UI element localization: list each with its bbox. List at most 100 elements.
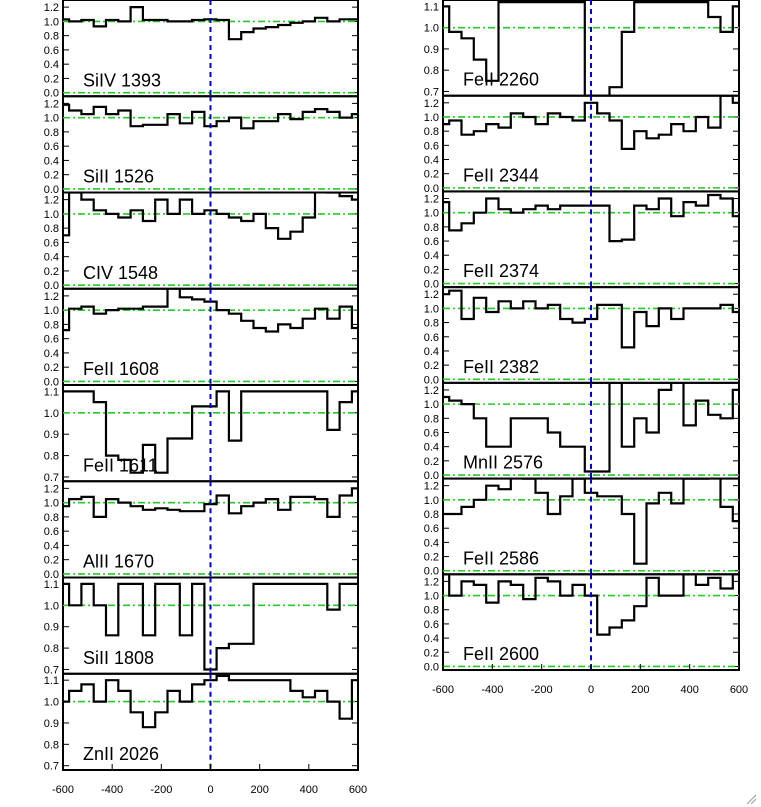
spectrum-line (443, 289, 739, 349)
y-tick-label: 1.1 (424, 1, 439, 13)
x-tick-label: -600 (52, 784, 74, 796)
panel-label: FeII 1611 (83, 455, 158, 475)
y-tick-label: 1.0 (424, 399, 439, 411)
panel-label: SiII 1526 (83, 167, 154, 187)
y-tick-label: 1.0 (424, 591, 439, 603)
y-tick-label: 1.0 (424, 208, 439, 220)
y-tick-label: 1.2 (424, 385, 439, 397)
y-tick-label: 1.0 (44, 209, 59, 221)
y-tick-label: 1.2 (44, 483, 59, 495)
y-tick-label: 0.0 (44, 569, 59, 581)
y-tick-label: 0.8 (44, 451, 59, 463)
y-tick-label: 0.8 (424, 413, 439, 425)
spectrum-line (443, 478, 739, 565)
y-tick-label: 0.2 (424, 647, 439, 659)
spectrum-line (443, 95, 739, 150)
spectrum-line (63, 390, 358, 474)
y-tick-label: 0.4 (424, 250, 439, 262)
y-tick-label: 1.0 (424, 23, 439, 35)
spectrum-panel: 0.0 0.2 0.4 0.6 0.8 1.0 1.2 FeII 2344 (424, 94, 740, 195)
y-tick-label: 0.8 (424, 509, 439, 521)
y-tick-label: 1.2 (424, 289, 439, 301)
y-tick-label: 0.8 (424, 605, 439, 617)
y-tick-label: 1.0 (424, 303, 439, 315)
y-tick-label: 0.4 (424, 155, 439, 167)
y-tick-label: 1.2 (44, 195, 59, 207)
spectrum-panel: 0.0 0.2 0.4 0.6 0.8 1.0 1.2 AlII 1670 (44, 480, 359, 581)
x-tick-label: 200 (631, 684, 649, 696)
x-tick-label: -200 (150, 784, 172, 796)
y-tick-label: 0.0 (424, 566, 439, 578)
y-tick-label: 0.6 (424, 236, 439, 248)
y-tick-label: 0.4 (424, 442, 439, 454)
spectrum-panel: 0.0 0.2 0.4 0.6 0.8 1.0 1.2 SiIV 1393 (44, 0, 359, 100)
y-tick-label: 0.2 (424, 169, 439, 181)
spectrum-line (443, 574, 739, 636)
spectrum-line (63, 674, 358, 729)
y-tick-label: 0.2 (424, 360, 439, 372)
spectrum-panel: 0.7 0.8 0.9 1.0 1.1 ZnII 2026 (44, 672, 359, 773)
spectrum-line (63, 6, 358, 41)
y-tick-label: 0.0 (424, 279, 439, 291)
y-tick-label: 1.0 (44, 305, 59, 317)
y-tick-label: 1.0 (44, 600, 59, 612)
y-tick-label: 0.0 (44, 88, 59, 100)
y-tick-label: 0.0 (44, 376, 59, 388)
y-tick-label: 1.0 (424, 495, 439, 507)
y-tick-label: 0.2 (424, 456, 439, 468)
y-tick-label: 0.8 (44, 643, 59, 655)
y-tick-label: 0.8 (424, 65, 439, 77)
y-tick-label: 1.0 (424, 112, 439, 124)
spectrum-panel: 0.0 0.2 0.4 0.6 0.8 1.0 1.2 FeII 2382 (424, 286, 740, 386)
panel-label: FeII 2260 (463, 70, 539, 90)
y-tick-label: 0.4 (44, 348, 59, 360)
panel-label: FeII 2374 (463, 261, 539, 281)
y-tick-label: 0.6 (44, 45, 59, 57)
y-tick-label: 0.2 (424, 552, 439, 564)
y-tick-label: 1.2 (424, 576, 439, 588)
y-tick-label: 0.7 (44, 472, 59, 484)
spectrum-panel: 0.7 0.8 0.9 1.0 1.1 FeII 2260 (424, 0, 740, 98)
y-tick-label: 0.0 (424, 661, 439, 673)
y-tick-label: 0.6 (44, 237, 59, 249)
spectrum-line (443, 193, 739, 243)
y-tick-label: 0.0 (44, 280, 59, 292)
y-tick-label: 0.8 (44, 739, 59, 751)
panel-label: MnII 2576 (463, 453, 543, 473)
y-tick-label: 1.0 (44, 498, 59, 510)
x-tick-label: 0 (207, 784, 213, 796)
y-tick-label: 0.2 (44, 266, 59, 278)
resize-grip-icon[interactable] (745, 793, 757, 805)
spectrum-line (63, 288, 358, 333)
panel-label: FeII 2344 (463, 165, 539, 185)
y-tick-label: 0.2 (44, 170, 59, 182)
y-tick-label: 1.0 (44, 697, 59, 709)
x-tick-label: -400 (481, 684, 503, 696)
x-tick-label: -200 (531, 684, 553, 696)
x-tick-label: 400 (300, 784, 318, 796)
y-tick-label: 0.6 (424, 140, 439, 152)
spectrum-line (63, 192, 358, 240)
y-tick-label: 0.8 (44, 223, 59, 235)
y-tick-label: 0.0 (44, 184, 59, 196)
y-tick-label: 0.8 (424, 318, 439, 330)
y-tick-label: 0.4 (44, 540, 59, 552)
y-tick-label: 0.2 (44, 362, 59, 374)
x-tick-label: 200 (250, 784, 268, 796)
y-tick-label: 0.6 (424, 619, 439, 631)
y-tick-label: 0.4 (44, 59, 59, 71)
panel-label: FeII 2382 (463, 357, 539, 377)
y-tick-label: 1.2 (424, 194, 439, 206)
y-tick-label: 0.4 (424, 346, 439, 358)
y-tick-label: 0.9 (44, 718, 59, 730)
y-tick-label: 1.2 (424, 481, 439, 493)
y-tick-label: 1.2 (44, 291, 59, 303)
y-tick-label: 0.8 (44, 31, 59, 43)
y-tick-label: 0.8 (424, 126, 439, 138)
y-tick-label: 1.1 (44, 579, 59, 591)
spectrum-panel: 0.7 0.8 0.9 1.0 1.1 FeII 1611 (44, 384, 359, 484)
y-tick-label: 0.0 (424, 470, 439, 482)
spectrum-panel: 0.0 0.2 0.4 0.6 0.8 1.0 1.2 CIV 1548 (44, 191, 359, 292)
y-tick-label: 0.8 (44, 127, 59, 139)
